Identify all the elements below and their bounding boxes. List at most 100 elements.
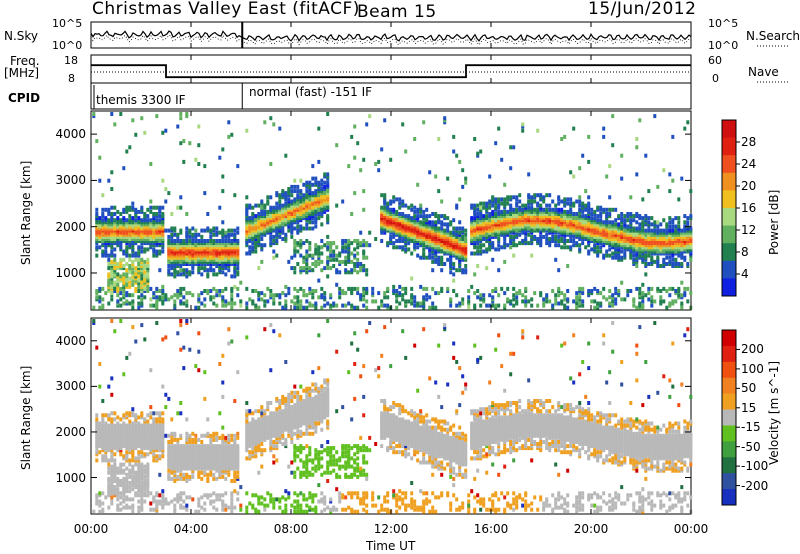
power-cell [425, 243, 429, 248]
power-cell [383, 222, 387, 227]
velocity-cell [134, 456, 138, 461]
power-cell [308, 212, 312, 216]
power-cell [137, 280, 141, 285]
power-cell [563, 245, 567, 250]
power-cell [482, 205, 486, 210]
power-cell [293, 249, 297, 254]
power-cell [455, 303, 459, 308]
power-cell [230, 259, 234, 264]
power-cell [518, 222, 522, 227]
power-cell [161, 212, 165, 216]
power-cell [593, 299, 597, 304]
power-cell [647, 241, 651, 246]
power-cell [617, 237, 621, 241]
power-cell [650, 262, 654, 266]
power-cell [446, 247, 450, 252]
power-cell [353, 247, 357, 252]
velocity-cell [125, 472, 129, 477]
power-cell [488, 214, 492, 219]
power-cell [464, 180, 468, 185]
power-cell [248, 222, 252, 227]
power-cell [284, 212, 288, 216]
power-cell [647, 297, 651, 302]
power-cell [668, 245, 672, 250]
power-cell [635, 257, 639, 262]
power-cell [419, 205, 423, 210]
power-cell [614, 222, 618, 227]
power-cell [194, 234, 198, 239]
power-cell [203, 259, 207, 264]
velocity-cell [167, 448, 171, 453]
power-cell [638, 237, 642, 241]
power-cell [143, 228, 147, 233]
power-cell [614, 237, 618, 241]
power-cell [575, 220, 579, 225]
power-cell [140, 280, 144, 285]
power-cell [554, 207, 558, 212]
power-cell [257, 222, 261, 227]
power-cell [617, 228, 621, 233]
power-cell [299, 303, 303, 308]
power-cell [320, 212, 324, 216]
power-cell [689, 189, 693, 194]
power-cell [200, 249, 204, 254]
power-cell [245, 237, 249, 241]
power-cell [209, 243, 213, 248]
power-cell [437, 234, 441, 239]
power-cell [542, 218, 546, 223]
power-cell [500, 286, 504, 291]
power-cell [668, 172, 672, 177]
power-cell [281, 224, 285, 229]
power-cell [215, 241, 219, 246]
power-cell [410, 232, 414, 237]
power-cell [326, 180, 330, 185]
power-cell [305, 257, 309, 262]
power-cell [323, 243, 327, 248]
velocity-cell [143, 487, 147, 492]
velocity-cell [170, 437, 174, 442]
power-cell [149, 237, 153, 241]
power-cell [260, 224, 264, 229]
velocity-cell [119, 501, 123, 506]
power-cell [251, 205, 255, 210]
power-cell [98, 245, 102, 250]
freq-tick-top: 18 [64, 54, 78, 67]
power-cell [641, 232, 645, 237]
power-cell [155, 212, 159, 216]
power-cell [530, 199, 534, 204]
power-cell [101, 305, 105, 310]
power-cell [605, 174, 609, 179]
power-cell [611, 207, 615, 212]
power-cell [653, 247, 657, 252]
power-cell [119, 237, 123, 241]
velocity-cell [137, 487, 141, 492]
velocity-cell [128, 481, 132, 485]
power-cell [671, 243, 675, 248]
power-cell [503, 259, 507, 264]
power-cell [104, 228, 108, 233]
power-cell [404, 291, 408, 296]
power-cell [671, 257, 675, 262]
power-cell [161, 130, 165, 135]
power-cell [671, 234, 675, 239]
power-cell [149, 241, 153, 246]
power-cell [224, 234, 228, 239]
power-cell [128, 284, 132, 289]
cpid-segment-2: normal (fast) -151 IF [249, 85, 373, 99]
power-cell [563, 293, 567, 298]
power-cell [191, 255, 195, 260]
power-cell [335, 253, 339, 258]
power-cell [344, 262, 348, 266]
power-cell [179, 228, 183, 233]
power-cell [161, 243, 165, 248]
power-cell [428, 230, 432, 235]
velocity-cell [110, 417, 114, 422]
power-cell [140, 116, 144, 121]
power-cell [254, 218, 258, 223]
power-cell [161, 220, 165, 225]
power-cell [332, 253, 336, 258]
power-cell [311, 164, 315, 169]
power-cell [221, 255, 225, 260]
power-cell [143, 220, 147, 225]
power-cell [179, 239, 183, 243]
